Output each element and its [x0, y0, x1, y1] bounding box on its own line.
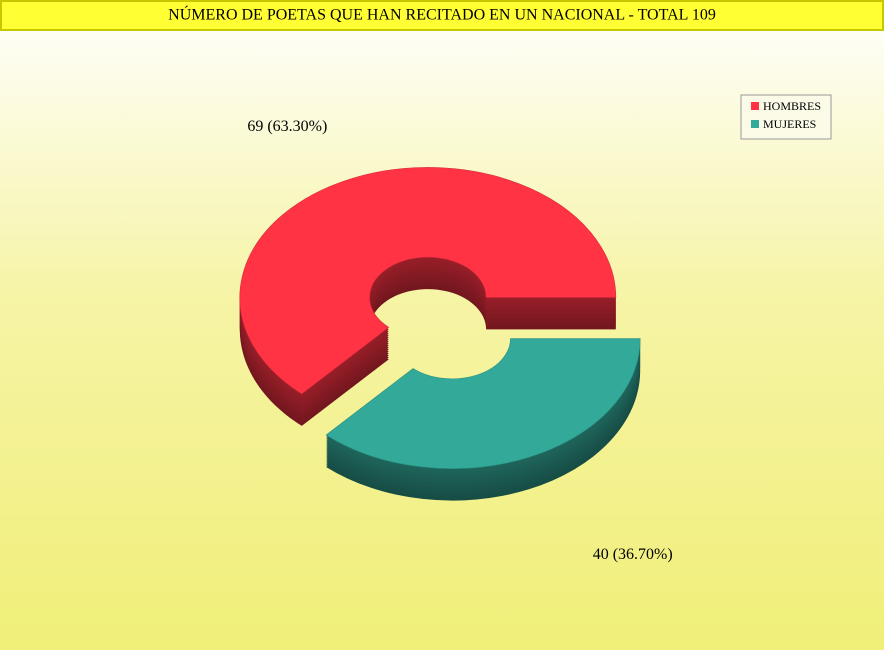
data-label: 69 (63.30%)	[247, 118, 327, 135]
legend-swatch	[751, 102, 759, 110]
data-label: 40 (36.70%)	[593, 546, 673, 563]
slice	[325, 338, 641, 469]
title-bar	[0, 0, 884, 31]
legend-label: MUJERES	[763, 117, 816, 131]
legend-label: HOMBRES	[763, 99, 821, 113]
chart-title: NÚMERO DE POETAS QUE HAN RECITADO EN UN …	[168, 5, 716, 24]
plot: 69 (63.30%) 40 (36.70%)	[239, 118, 673, 563]
legend-swatch	[751, 120, 759, 128]
legend-items: HOMBRES MUJERES	[751, 99, 821, 131]
slice	[239, 167, 617, 395]
